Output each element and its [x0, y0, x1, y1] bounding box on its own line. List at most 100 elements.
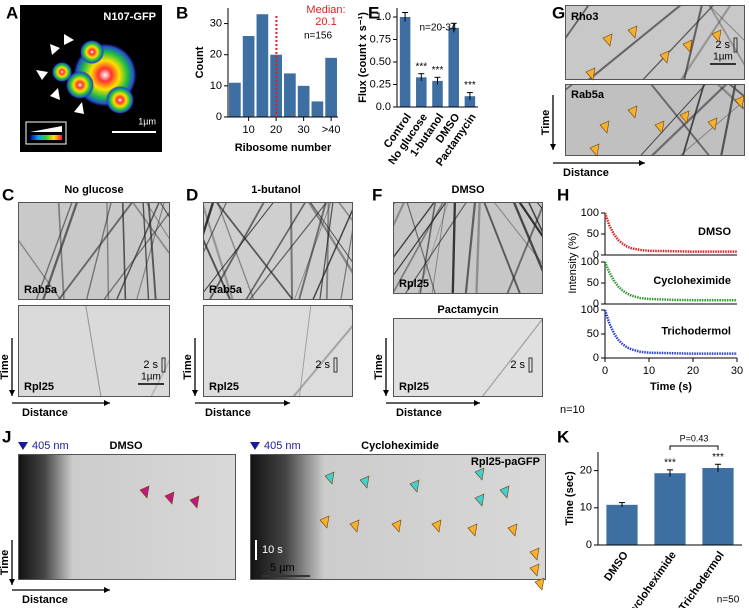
kymograph: [565, 5, 745, 80]
frame: [393, 318, 543, 397]
frame: [393, 202, 543, 294]
label: 5 µm: [270, 562, 295, 574]
label: Rab5a: [571, 89, 605, 101]
arrowhead: [529, 563, 540, 577]
track: [681, 84, 705, 156]
label: 10 s: [262, 544, 283, 556]
marker-label: 405 nm: [264, 440, 301, 452]
panel-letter: G: [552, 3, 565, 22]
axis-title: Time (sec): [564, 471, 576, 526]
panel-letter: D: [186, 185, 198, 204]
label: Rab5a: [209, 284, 243, 296]
track: [451, 202, 457, 294]
track: [393, 202, 436, 259]
track: [527, 202, 543, 235]
arrowhead: [585, 67, 596, 81]
time-scale-bar: [733, 37, 738, 53]
track: [565, 5, 590, 41]
marker: [18, 442, 28, 450]
track: [716, 84, 745, 111]
track: [57, 202, 65, 300]
track: [196, 197, 198, 305]
frame: [18, 454, 236, 580]
axis-title: Time: [0, 550, 11, 575]
arrowhead: [682, 39, 693, 53]
panel-letter: F: [372, 185, 382, 204]
y-tick-label: 1.0: [376, 11, 391, 23]
time-scale-bar: [161, 357, 166, 373]
arrow-head: [9, 390, 15, 396]
y-tick-label: 50: [587, 328, 599, 340]
x-tick-label: 30: [731, 365, 743, 377]
track: [565, 84, 575, 92]
track: [203, 236, 232, 300]
kymograph-bg: [203, 305, 353, 397]
track: [208, 202, 266, 300]
track: [683, 5, 703, 80]
y-tick-label: 0: [586, 539, 592, 551]
p-value: P=0.43: [680, 433, 709, 443]
panel-title: Cycloheximide: [361, 440, 439, 452]
time-scale-bar: [333, 357, 338, 373]
line: [603, 309, 737, 355]
track: [35, 202, 73, 300]
arrowhead: [50, 88, 60, 100]
track: [291, 323, 353, 397]
panel-title: DMSO: [110, 440, 143, 452]
axis-title: Intensity (%): [567, 232, 579, 293]
label: Rpl25-paGFP: [471, 456, 540, 468]
frame: [250, 454, 546, 580]
bar: [256, 14, 269, 118]
signal: [66, 71, 94, 99]
arrowhead: [659, 50, 670, 64]
bar: [448, 27, 459, 107]
track: [727, 84, 745, 99]
track: [85, 202, 112, 300]
scale-label: 1µm: [138, 116, 156, 126]
axis-title: Time: [540, 110, 552, 135]
series-label: Trichodermol: [661, 326, 731, 338]
track: [359, 197, 370, 305]
y-tick-label: 0.25: [370, 78, 391, 90]
x-tick-label: 20: [270, 124, 282, 136]
arrowhead: [534, 577, 545, 591]
track: [244, 202, 307, 300]
bar: [606, 504, 638, 545]
significance: ***: [464, 80, 476, 91]
marker-label: 405 nm: [32, 440, 69, 452]
bar: [229, 82, 241, 117]
bar: [464, 96, 476, 107]
y-tick-label: 100: [581, 256, 599, 268]
track: [203, 202, 275, 294]
track: [506, 203, 543, 294]
track: [173, 197, 181, 305]
series-label: DMSO: [698, 226, 731, 238]
y-tick-label: 100: [581, 207, 599, 219]
label: Rpl25: [399, 381, 429, 393]
frame: [18, 202, 170, 300]
track: [512, 202, 543, 275]
y-tick-label: 50: [587, 228, 599, 240]
arrow-head: [104, 587, 110, 593]
axis-title: Distance: [22, 407, 68, 419]
track: [720, 84, 737, 156]
track: [298, 305, 312, 397]
track: [136, 202, 165, 300]
track: [115, 202, 160, 300]
bar: [311, 101, 324, 117]
arrowhead: [431, 519, 442, 533]
bar: [416, 77, 427, 107]
y-tick-label: 30: [210, 17, 222, 29]
track: [586, 5, 683, 80]
track: [678, 99, 745, 156]
arrow-head: [9, 579, 15, 585]
kymograph: [18, 305, 170, 397]
arrowhead: [467, 523, 478, 537]
track: [393, 202, 406, 229]
track: [393, 202, 447, 277]
arrowhead: [391, 519, 402, 533]
marker: [250, 442, 260, 450]
arrowhead: [589, 143, 600, 157]
axis-title: Distance: [396, 407, 442, 419]
line: [603, 261, 737, 302]
